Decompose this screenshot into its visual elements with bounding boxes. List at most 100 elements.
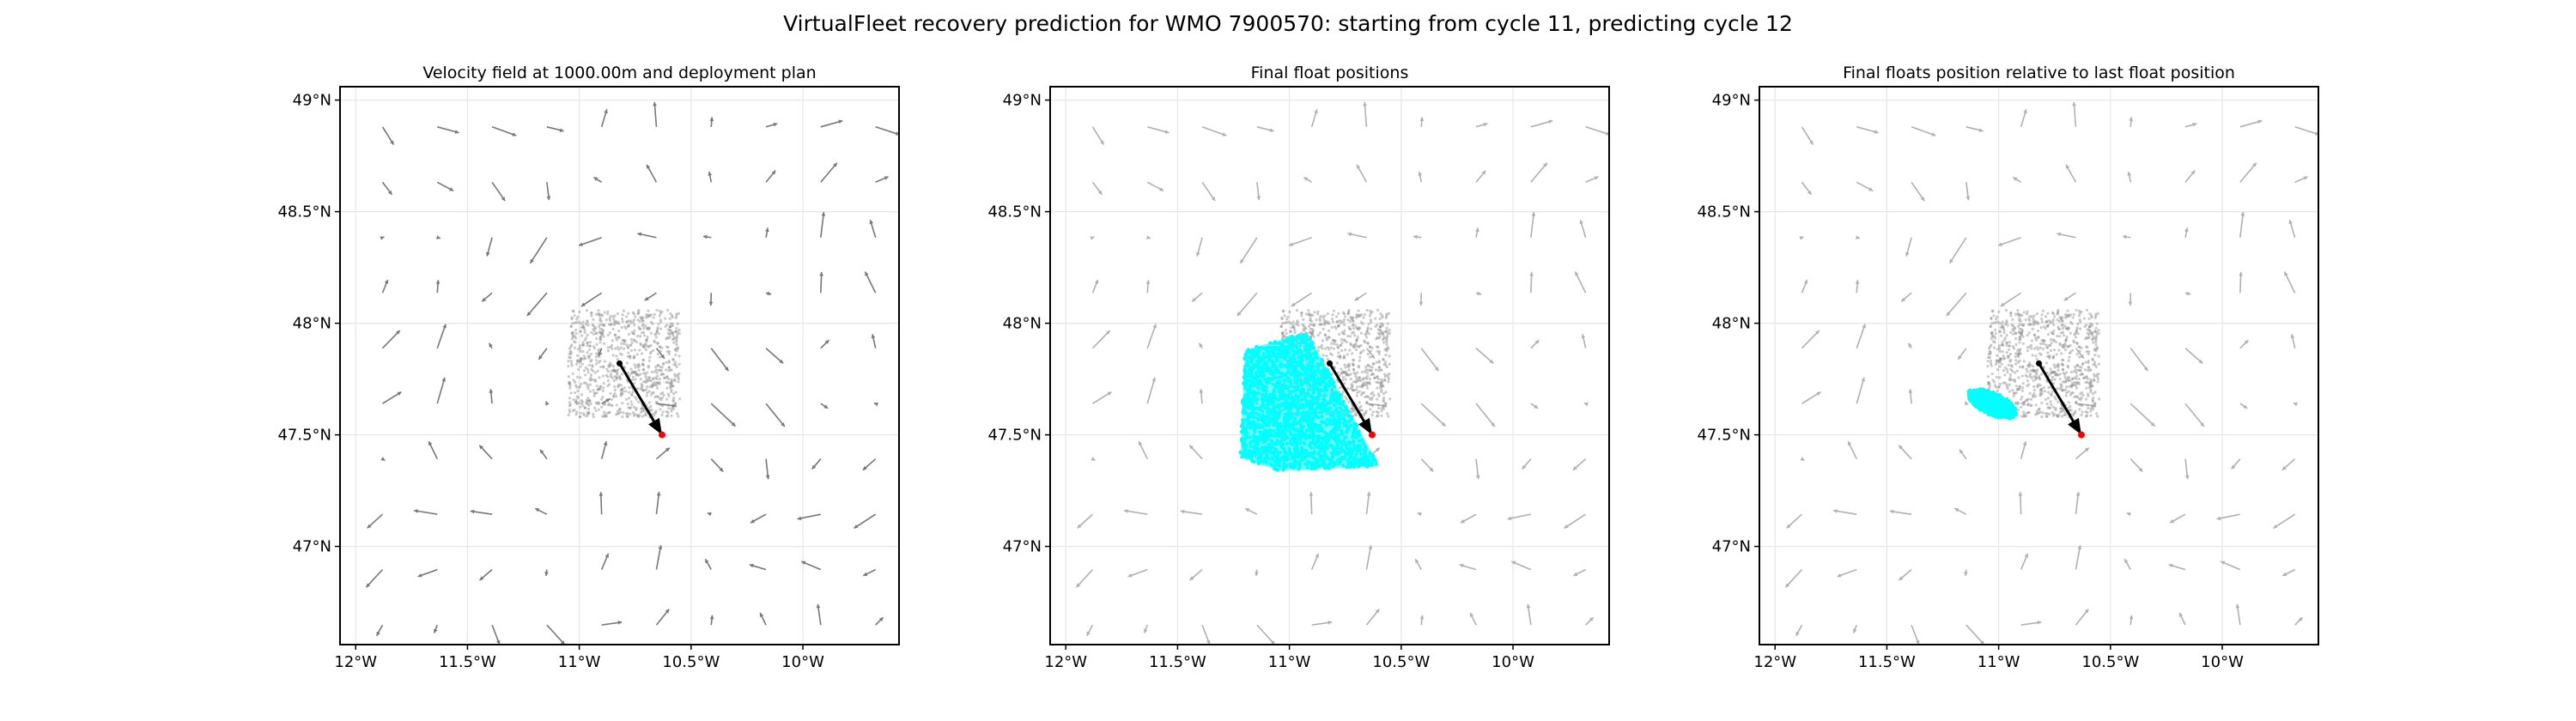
deployment-point: [2087, 382, 2091, 385]
deployment-point: [613, 388, 617, 392]
final-position-point: [1354, 457, 1359, 463]
deployment-point: [595, 359, 598, 362]
deployment-point: [607, 411, 611, 415]
deployment-point: [1387, 377, 1390, 381]
final-position-point: [1310, 388, 1315, 392]
final-position-point: [1300, 390, 1305, 395]
deployment-point: [2039, 373, 2043, 376]
deployment-point: [2022, 311, 2026, 314]
final-position-point: [1310, 417, 1315, 421]
y-tick-label: 48.5°N: [277, 203, 331, 221]
final-position-point: [1364, 457, 1368, 461]
deployment-point: [660, 403, 664, 407]
deployment-point: [1345, 340, 1349, 344]
deployment-point: [666, 380, 670, 385]
deployment-point: [1369, 403, 1372, 407]
deployment-point: [580, 343, 584, 347]
final-position-point: [1245, 360, 1250, 364]
deployment-point: [601, 415, 605, 418]
deployment-point: [1337, 312, 1340, 315]
deployment-point: [1361, 383, 1364, 387]
final-position-point: [1328, 421, 1333, 426]
deployment-point: [615, 338, 619, 342]
final-position-point: [1330, 454, 1334, 458]
deployment-point: [654, 332, 658, 336]
deployment-point: [676, 412, 679, 415]
final-position-point: [1276, 415, 1280, 419]
deployment-point: [2097, 331, 2100, 335]
velocity-arrow-head: [2284, 271, 2288, 276]
deployment-point: [642, 409, 646, 412]
velocity-field: [365, 101, 899, 645]
deployment-point: [639, 377, 642, 381]
velocity-arrow: [1911, 126, 1936, 136]
final-position-point: [1284, 456, 1288, 460]
final-position-point: [1267, 448, 1271, 452]
final-position-point: [1279, 445, 1284, 450]
deployment-point: [642, 344, 646, 348]
deployment-point: [1996, 367, 2000, 372]
deployment-point: [1990, 343, 1993, 347]
deployment-point: [628, 385, 631, 390]
deployment-point: [2037, 348, 2040, 351]
deployment-point: [1364, 401, 1369, 404]
deployment-point: [629, 343, 632, 347]
deployment-point: [2061, 388, 2064, 392]
deployment-point: [646, 335, 649, 339]
deployment-point: [2027, 319, 2032, 323]
final-position-point: [1262, 447, 1267, 451]
deployment-point: [637, 400, 641, 403]
velocity-arrow: [1146, 377, 1156, 404]
deployment-point: [2014, 331, 2018, 335]
deployment-point: [2016, 349, 2020, 353]
velocity-arrow-head: [598, 352, 602, 357]
velocity-arrow-head: [495, 639, 501, 645]
deployment-point: [639, 342, 642, 345]
deployment-point: [661, 362, 665, 366]
velocity-arrow-head: [1091, 457, 1096, 461]
velocity-arrow: [1420, 403, 1447, 427]
final-position-point: [1345, 412, 1349, 416]
deployment-point: [2090, 324, 2093, 328]
final-position-point: [1271, 423, 1276, 427]
deployment-point: [2035, 346, 2039, 349]
deployment-point: [571, 409, 574, 413]
deployment-point: [592, 345, 595, 348]
velocity-arrow-head: [1579, 220, 1584, 225]
deployment-point: [648, 385, 652, 388]
deployment-point: [2063, 324, 2067, 328]
deployment-point: [2069, 385, 2073, 389]
deployment-point: [619, 346, 623, 349]
deployment-point: [623, 339, 626, 342]
deployment-point: [2091, 405, 2094, 409]
deployment-point: [2014, 385, 2018, 388]
final-position-point: [1312, 414, 1317, 419]
deployment-point: [2049, 321, 2052, 324]
deployment-point: [1328, 352, 1333, 355]
deployment-point: [1310, 333, 1315, 336]
deployment-point: [1342, 338, 1346, 342]
deployment-point: [592, 318, 595, 321]
grid: [340, 87, 899, 645]
velocity-arrow: [653, 101, 658, 127]
deployment-point: [613, 333, 617, 336]
deployment-point: [585, 323, 588, 326]
deployment-point: [2080, 403, 2083, 407]
float-track: [1327, 360, 1372, 435]
track-arrow-head: [1358, 417, 1372, 435]
deployment-point: [1352, 334, 1357, 337]
deployment-point: [2029, 403, 2032, 407]
deployment-point: [574, 413, 578, 416]
deployment-point: [2060, 409, 2063, 413]
deployment-point: [1997, 385, 2001, 389]
deployment-point: [1364, 409, 1368, 413]
deployment-point: [571, 334, 575, 337]
deployment-point: [2072, 412, 2075, 415]
final-position-point: [1272, 466, 1277, 471]
deployment-point: [1330, 342, 1334, 345]
deployment-point: [673, 330, 677, 334]
deployment-point: [2062, 389, 2065, 392]
final-position-point: [1329, 377, 1334, 381]
deployment-point: [1380, 368, 1383, 372]
deployment-point: [1319, 314, 1322, 318]
